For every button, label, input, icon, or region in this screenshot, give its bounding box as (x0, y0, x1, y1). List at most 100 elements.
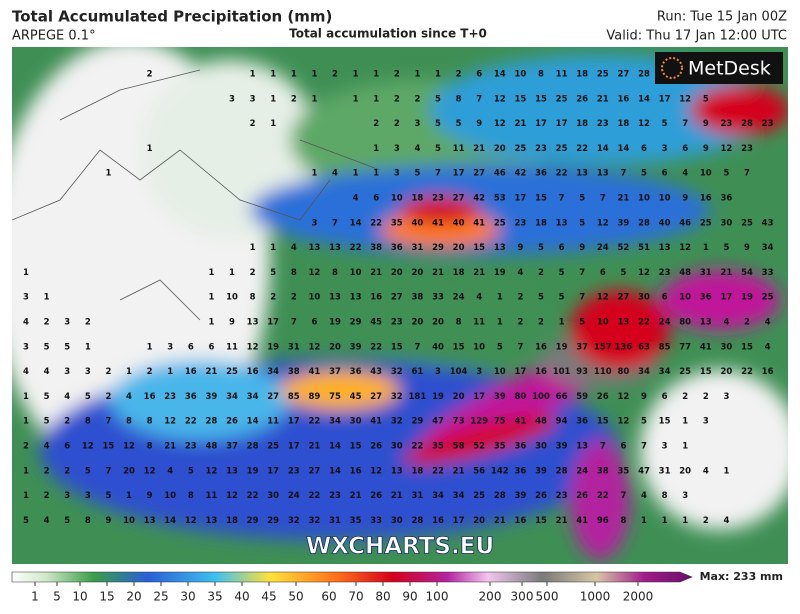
grid-value: 22 (411, 442, 423, 452)
grid-value: 54 (741, 268, 753, 278)
grid-value: 21 (308, 442, 320, 452)
grid-value: 39 (514, 491, 526, 501)
grid-value: 36 (535, 169, 547, 179)
grid-value: 23 (720, 119, 732, 129)
colorbar-label: 20 (126, 590, 141, 604)
colorbar-label: 2000 (623, 590, 654, 604)
grid-value: 46 (494, 169, 506, 179)
grid-value: 40 (453, 218, 465, 228)
grid-value: 15 (514, 94, 526, 104)
grid-value: 94 (556, 417, 568, 427)
grid-value: 1 (291, 70, 297, 80)
grid-value: 3 (414, 119, 420, 129)
grid-value: 17 (267, 466, 279, 476)
grid-value: 9 (147, 491, 153, 501)
grid-value: 4 (723, 318, 729, 328)
grid-value: 3 (394, 144, 400, 154)
grid-value: 157 (594, 342, 612, 352)
grid-value: 20 (411, 318, 423, 328)
colorbar-label: 25 (153, 590, 168, 604)
grid-value: 14 (617, 144, 629, 154)
grid-value: 3 (64, 367, 70, 377)
grid-value: 46 (679, 218, 691, 228)
grid-value: 30 (391, 442, 403, 452)
grid-value: 4 (44, 442, 50, 452)
grid-value: 23 (288, 466, 300, 476)
grid-value: 4 (23, 367, 29, 377)
grid-value: 36 (720, 194, 732, 204)
grid-value: 129 (470, 417, 488, 427)
grid-value: 3 (311, 218, 317, 228)
grid-value: 5 (641, 169, 647, 179)
grid-value: 37 (576, 342, 588, 352)
grid-value: 12 (617, 392, 629, 402)
grid-value: 41 (576, 516, 588, 526)
grid-value: 75 (329, 392, 341, 402)
grid-value: 2 (744, 318, 750, 328)
grid-value: 31 (411, 243, 423, 253)
grid-value: 58 (453, 442, 465, 452)
colorbar-label: 70 (348, 590, 363, 604)
grid-value: 5 (559, 268, 565, 278)
grid-value: 8 (456, 318, 462, 328)
grid-value: 5 (64, 516, 70, 526)
grid-value: 36 (350, 367, 362, 377)
grid-value: 80 (514, 392, 526, 402)
grid-value: 7 (641, 442, 647, 452)
grid-value: 1 (373, 94, 379, 104)
grid-value: 10 (494, 367, 506, 377)
grid-value: 2 (250, 268, 256, 278)
grid-value: 27 (308, 466, 320, 476)
grid-value: 2 (250, 119, 256, 129)
grid-value: 23 (556, 491, 568, 501)
grid-value: 13 (226, 466, 238, 476)
grid-value: 26 (535, 491, 547, 501)
grid-value: 6 (600, 268, 606, 278)
grid-value: 16 (617, 94, 629, 104)
grid-value: 5 (270, 268, 276, 278)
grid-value: 3 (682, 491, 688, 501)
grid-value: 34 (247, 392, 259, 402)
grid-value: 7 (517, 342, 523, 352)
grid-value: 19 (432, 392, 444, 402)
grid-value: 63 (638, 342, 650, 352)
grid-value: 26 (370, 491, 382, 501)
grid-value: 24 (576, 466, 588, 476)
grid-value: 15 (700, 367, 712, 377)
grid-value: 30 (350, 417, 362, 427)
grid-value: 19 (267, 342, 279, 352)
grid-value: 1 (126, 367, 132, 377)
grid-value: 13 (329, 293, 341, 303)
grid-value: 5 (703, 94, 709, 104)
grid-value: 7 (559, 194, 565, 204)
grid-value: 12 (679, 94, 691, 104)
grid-value: 28 (205, 417, 217, 427)
grid-value: 9 (476, 119, 482, 129)
grid-value: 2 (394, 119, 400, 129)
grid-value: 17 (659, 94, 671, 104)
grid-value: 1 (414, 70, 420, 80)
grid-value: 5 (662, 119, 668, 129)
colorbar-label: 40 (234, 590, 249, 604)
grid-value: 15 (102, 442, 114, 452)
grid-value: 48 (205, 442, 217, 452)
grid-value: 16 (535, 367, 547, 377)
grid-value: 39 (617, 218, 629, 228)
grid-value: 38 (370, 243, 382, 253)
grid-value: 21 (391, 491, 403, 501)
logo-icon (661, 57, 683, 79)
grid-value: 30 (535, 442, 547, 452)
grid-value: 43 (762, 218, 774, 228)
grid-value: 1 (270, 70, 276, 80)
grid-value: 7 (600, 194, 606, 204)
grid-value: 181 (409, 392, 427, 402)
grid-value: 39 (535, 466, 547, 476)
grid-value: 1 (311, 169, 317, 179)
grid-value: 21 (350, 491, 362, 501)
grid-value: 17 (473, 392, 485, 402)
grid-value: 4 (64, 392, 70, 402)
grid-value: 4 (476, 293, 482, 303)
grid-value: 21 (432, 268, 444, 278)
grid-value: 8 (291, 268, 297, 278)
